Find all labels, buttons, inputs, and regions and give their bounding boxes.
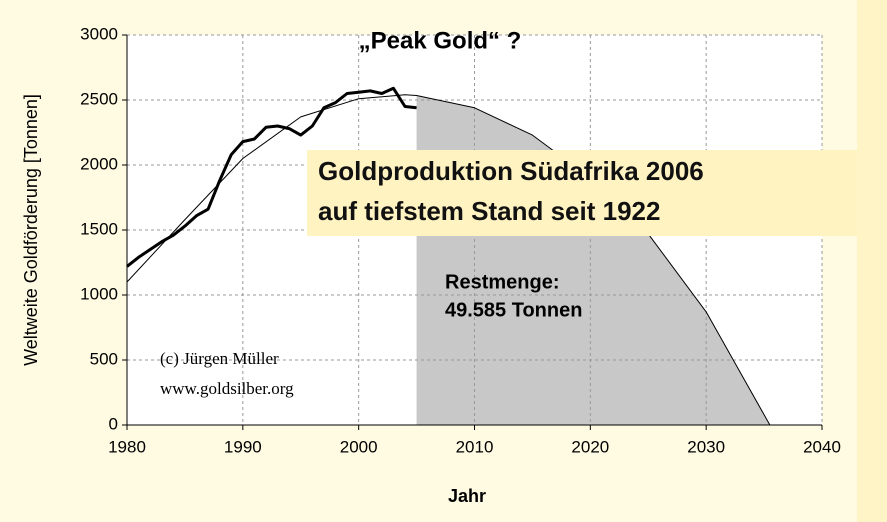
x-tick-label: 2020 bbox=[571, 437, 609, 456]
callout-box bbox=[307, 150, 857, 236]
annotation: Restmenge: bbox=[445, 271, 559, 293]
y-tick-label: 0 bbox=[109, 414, 118, 433]
x-tick-label: 1980 bbox=[108, 437, 146, 456]
x-tick-label: 2010 bbox=[456, 437, 494, 456]
annotation: 49.585 Tonnen bbox=[445, 299, 582, 321]
y-tick-label: 3000 bbox=[80, 24, 118, 43]
x-tick-label: 2000 bbox=[340, 437, 378, 456]
series-line bbox=[126, 86, 417, 268]
credit: (c) Jürgen Müller bbox=[160, 349, 279, 368]
y-tick-label: 1000 bbox=[80, 284, 118, 303]
x-axis-label: Jahr bbox=[448, 486, 486, 506]
y-axis-label: Weltweite Goldförderung [Tonnen] bbox=[21, 94, 41, 366]
credit: www.goldsilber.org bbox=[160, 379, 294, 398]
side-strip bbox=[857, 0, 887, 522]
y-tick-label: 1500 bbox=[80, 219, 118, 238]
x-tick-label: 1990 bbox=[224, 437, 262, 456]
x-tick-label: 2030 bbox=[687, 437, 725, 456]
y-tick-label: 2000 bbox=[80, 154, 118, 173]
callout-line: auf tiefstem Stand seit 1922 bbox=[318, 196, 660, 226]
y-tick-label: 2500 bbox=[80, 89, 118, 108]
y-tick-label: 500 bbox=[90, 349, 118, 368]
chart-title: „Peak Gold“ ? bbox=[359, 27, 522, 54]
x-tick-label: 2040 bbox=[803, 437, 841, 456]
callout-line: Goldproduktion Südafrika 2006 bbox=[318, 156, 704, 186]
